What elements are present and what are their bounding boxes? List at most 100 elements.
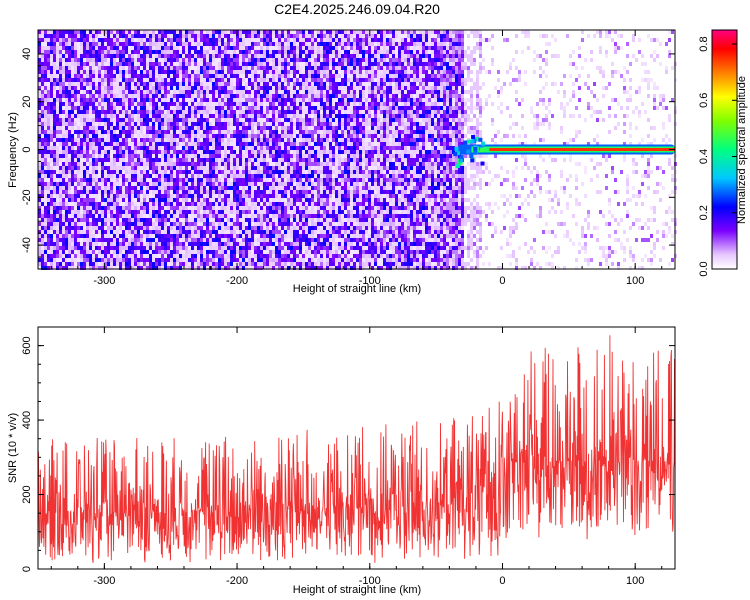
spectrogram-cell: [200, 182, 203, 186]
spectrogram-cell: [197, 90, 200, 94]
spectrogram-cell: [128, 142, 131, 146]
spectrogram-cell: [260, 142, 263, 146]
spectrogram-cell: [119, 250, 122, 254]
spectrogram-cell: [176, 34, 179, 38]
spectrogram-cell: [128, 178, 131, 182]
spectrogram-cell: [155, 218, 158, 222]
spectrogram-cell: [116, 30, 119, 34]
spectrogram-cell: [254, 62, 257, 66]
spectrogram-cell: [38, 222, 41, 226]
spectrogram-cell: [38, 194, 41, 198]
spectrogram-cell: [164, 106, 167, 110]
spectrogram-cell: [167, 198, 170, 202]
spectrogram-cell: [212, 82, 215, 86]
spectrogram-cell: [56, 34, 59, 38]
spectrogram-cell: [182, 90, 185, 94]
spectrogram-cell: [212, 198, 215, 202]
spectrogram-cell: [179, 70, 182, 74]
spectrogram-cell: [185, 186, 188, 190]
spectrogram-cell: [239, 110, 242, 114]
spectrogram-cell: [251, 134, 254, 138]
spectrogram-cell: [176, 158, 179, 162]
spectrogram-cell: [239, 42, 242, 46]
spectrogram-cell: [113, 254, 116, 258]
spectrogram-cell: [77, 58, 80, 62]
spectrogram-cell: [65, 94, 68, 98]
spectrogram-cell: [122, 142, 125, 146]
spectrogram-cell: [263, 106, 266, 110]
spectrogram-cell: [59, 250, 62, 254]
spectrogram-cell: [134, 186, 137, 190]
spectrogram-cell: [239, 154, 242, 158]
spectrogram-cell: [122, 114, 125, 118]
spectrogram-cell: [209, 62, 212, 66]
spectrogram-cell: [41, 226, 44, 230]
spectrogram-cell: [227, 178, 230, 182]
spectrogram-cell: [179, 226, 182, 230]
spectrogram-cell: [194, 50, 197, 54]
spectrogram-cell: [140, 74, 143, 78]
spectrogram-cell: [245, 70, 248, 74]
spectrogram-cell: [116, 178, 119, 182]
spectrogram-cell: [161, 126, 164, 130]
spectrogram-cell: [149, 98, 152, 102]
spectrogram-cell: [134, 250, 137, 254]
spectrogram-cell: [41, 42, 44, 46]
spectrogram-cell: [128, 134, 131, 138]
spectrogram-cell: [167, 146, 170, 150]
spectrogram-cell: [269, 86, 272, 90]
spectrogram-cell: [143, 30, 146, 34]
spectrogram-cell: [158, 130, 161, 134]
spectrogram-cell: [125, 98, 128, 102]
spectrogram-cell: [74, 162, 77, 166]
spectrogram-cell: [38, 198, 41, 202]
spectrogram-cell: [38, 230, 41, 234]
spectrogram-cell: [137, 122, 140, 126]
spectrogram-cell: [269, 90, 272, 94]
spectrogram-cell: [269, 94, 272, 98]
spectrogram-cell: [263, 58, 266, 62]
spectrogram-cell: [245, 30, 248, 34]
spectrogram-cell: [68, 90, 71, 94]
spectrogram-cell: [164, 82, 167, 86]
spectrogram-cell: [224, 58, 227, 62]
spectrogram-cell: [146, 126, 149, 130]
spectrogram-cell: [230, 134, 233, 138]
spectrogram-cell: [197, 138, 200, 142]
spectrogram-cell: [41, 258, 44, 262]
spectrogram-cell: [44, 246, 47, 250]
spectrogram-cell: [140, 62, 143, 66]
spectrogram-cell: [188, 142, 191, 146]
spectrogram-cell: [179, 82, 182, 86]
spectrogram-cell: [146, 42, 149, 46]
spectrogram-cell: [275, 98, 278, 102]
spectrogram-cell: [215, 206, 218, 210]
spectrogram-cell: [269, 122, 272, 126]
spectrogram-cell: [80, 262, 83, 266]
spectrogram-cell: [128, 126, 131, 130]
spectrogram-cell: [215, 222, 218, 226]
spectrogram-cell: [53, 30, 56, 34]
spectrogram-cell: [104, 102, 107, 106]
spectrogram-cell: [206, 194, 209, 198]
spectrogram-cell: [197, 266, 200, 270]
spectrogram-cell: [194, 90, 197, 94]
spectrogram-cell: [212, 50, 215, 54]
spectrogram-cell: [230, 94, 233, 98]
spectrogram-cell: [38, 114, 41, 118]
spectrogram-cell: [110, 30, 113, 34]
spectrogram-cell: [227, 142, 230, 146]
spectrogram-cell: [209, 214, 212, 218]
spectrogram-cell: [167, 46, 170, 50]
spectrogram-cell: [158, 218, 161, 222]
spectrogram-cell: [260, 70, 263, 74]
spectrogram-cell: [254, 94, 257, 98]
spectrogram-cell: [131, 258, 134, 262]
spectrogram-cell: [188, 58, 191, 62]
spectrogram-cell: [149, 214, 152, 218]
spectrogram-cell: [92, 58, 95, 62]
spectrogram-cell: [248, 42, 251, 46]
spectrogram-cell: [257, 250, 260, 254]
spectrogram-cell: [254, 102, 257, 106]
spectrogram-cell: [197, 242, 200, 246]
